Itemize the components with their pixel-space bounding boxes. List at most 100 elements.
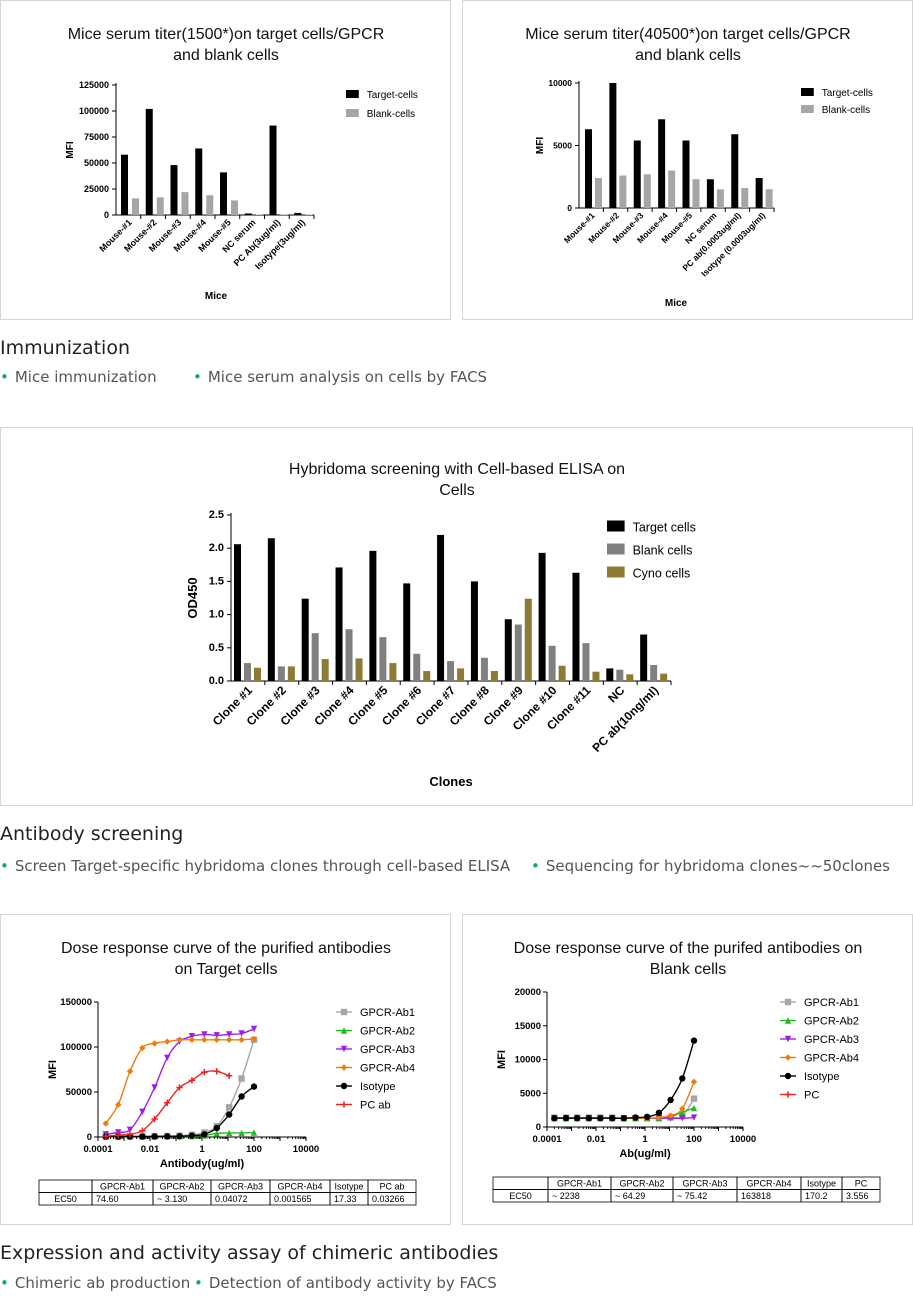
bar [345, 629, 353, 681]
legend-swatch [607, 520, 625, 532]
bar [650, 665, 658, 681]
bar [692, 179, 700, 208]
y-tick-label: 1.0 [209, 609, 224, 621]
data-point [340, 1027, 348, 1034]
y-tick-label: 25000 [84, 184, 109, 194]
data-point [188, 1033, 196, 1040]
data-point [201, 1036, 208, 1043]
x-tick-label: 100 [686, 1134, 702, 1145]
bar [706, 179, 714, 208]
chart-title: Mice serum titer(1500*)on target cells/G… [68, 26, 385, 43]
legend-label: GPCR-Ab1 [804, 997, 859, 1009]
bar [626, 674, 634, 681]
data-point [250, 1129, 258, 1136]
bar [305, 214, 313, 215]
y-tick-label: 50000 [84, 158, 109, 168]
table-header: Isotype [334, 1182, 363, 1192]
bar [457, 668, 465, 681]
bar [716, 189, 724, 208]
x-axis-label: Clones [429, 774, 472, 789]
data-point [188, 1132, 196, 1139]
data-point [679, 1115, 686, 1122]
bar [606, 668, 614, 681]
section-title-expression: Expression and activity assay of chimeri… [0, 1242, 499, 1264]
data-point [690, 1104, 698, 1112]
legend-label: GPCR-Ab4 [360, 1063, 415, 1075]
legend-label: PC [804, 1090, 819, 1102]
table-cell [38, 1179, 93, 1193]
data-point [225, 1036, 233, 1043]
bar [524, 598, 532, 681]
bar [156, 197, 164, 215]
data-point [690, 1078, 698, 1085]
bullet-text: Mice immunization [14, 368, 157, 386]
bar [277, 666, 285, 681]
bar [658, 119, 666, 208]
table-value: 0.001565 [274, 1194, 312, 1204]
x-tick-label: 1 [642, 1134, 648, 1145]
bullet-item: • Screen Target-specific hybridoma clones… [0, 857, 510, 875]
y-tick-label: 0 [536, 1122, 541, 1133]
bar [355, 658, 363, 681]
bar [731, 134, 739, 208]
data-point [102, 1120, 110, 1127]
table-value: ~ 75.42 [677, 1191, 707, 1201]
y-axis-label: MFI [47, 1060, 59, 1079]
bar [254, 667, 261, 681]
data-point [632, 1114, 639, 1121]
table-value: ~ 2238 [552, 1191, 580, 1201]
bullet-item: • Mice serum analysis on cells by FACS [193, 368, 487, 386]
data-point [655, 1109, 663, 1117]
data-point [176, 1132, 183, 1140]
data-point [213, 1032, 220, 1039]
data-point [213, 1036, 220, 1043]
bar [301, 598, 309, 681]
data-point [784, 1054, 792, 1061]
bar [170, 165, 178, 215]
table-header: Isotype [807, 1179, 836, 1189]
y-tick-label: 5000 [520, 1088, 541, 1099]
chart-title: Cells [439, 482, 475, 499]
x-tick-label: 0.01 [587, 1134, 606, 1145]
chart-title: on Target cells [175, 961, 278, 978]
bar [619, 175, 627, 208]
bar [585, 129, 592, 208]
data-point [690, 1114, 698, 1121]
y-tick-label: 20000 [515, 987, 541, 998]
data-point [225, 1031, 233, 1038]
chart-title: Blank cells [650, 961, 726, 978]
y-tick-label: 2.5 [209, 509, 224, 521]
legend-label: GPCR-Ab2 [360, 1026, 415, 1038]
bar [389, 663, 397, 681]
y-tick-label: 150000 [60, 997, 92, 1008]
x-axis-label: Mice [205, 291, 228, 302]
y-tick-label: 100000 [60, 1042, 92, 1053]
table-header: PC [855, 1179, 868, 1189]
legend-label: Blank-cells [822, 105, 870, 116]
y-tick-label: 0 [104, 210, 109, 220]
bullet-dot-icon: • [0, 857, 9, 875]
chart-panel-dose-blank: Dose response curve of the purifed antib… [462, 914, 913, 1225]
table-value: ~ 3.130 [157, 1194, 187, 1204]
bullet-item: • Detection of antibody activity by FACS [194, 1274, 497, 1292]
bar [220, 172, 227, 215]
bar [548, 645, 556, 681]
table-header: GPCR-Ab2 [619, 1179, 664, 1189]
y-tick-label: 100000 [79, 106, 109, 116]
y-axis-label: MFI [535, 137, 546, 154]
data-point [151, 1040, 158, 1047]
table-value: 17.33 [334, 1194, 357, 1204]
legend-label: GPCR-Ab1 [360, 1007, 415, 1019]
data-point [225, 1111, 233, 1118]
chart-panel-mice-1500: Mice serum titer(1500*)on target cells/G… [0, 0, 451, 320]
chart-title: Dose response curve of the purified anti… [61, 940, 391, 957]
bar [538, 552, 546, 681]
y-tick-label: 0 [567, 203, 572, 213]
data-point [238, 1093, 245, 1100]
bar [287, 666, 295, 681]
table-value: 0.03266 [372, 1194, 405, 1204]
legend-swatch [607, 543, 625, 555]
bar [470, 581, 478, 681]
bar [244, 663, 251, 681]
legend-label: PC ab [360, 1100, 391, 1112]
